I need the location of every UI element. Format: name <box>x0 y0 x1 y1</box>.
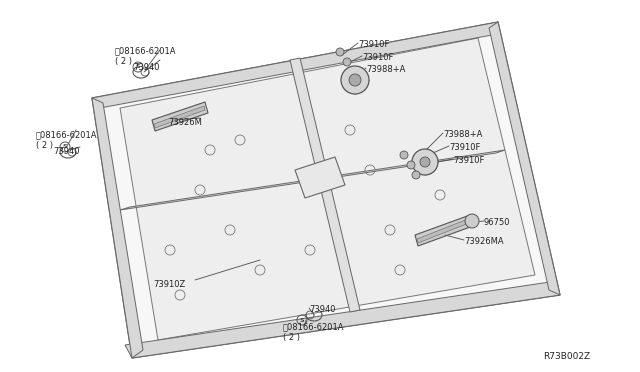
Text: 73910F: 73910F <box>453 156 484 165</box>
Text: S: S <box>136 64 140 70</box>
Polygon shape <box>152 102 208 131</box>
Text: 73910F: 73910F <box>449 143 481 152</box>
Polygon shape <box>415 215 473 246</box>
Text: 73926M: 73926M <box>168 118 202 127</box>
Text: 73926MA: 73926MA <box>464 237 504 246</box>
Circle shape <box>465 214 479 228</box>
Polygon shape <box>120 150 505 210</box>
Polygon shape <box>290 58 360 312</box>
Polygon shape <box>120 38 535 340</box>
Circle shape <box>349 74 361 86</box>
Text: 73910Z: 73910Z <box>153 280 185 289</box>
Circle shape <box>412 171 420 179</box>
Polygon shape <box>417 219 469 243</box>
Text: Ⓢ08166-6201A
( 2 ): Ⓢ08166-6201A ( 2 ) <box>283 322 344 342</box>
Circle shape <box>407 161 415 169</box>
Text: 73940: 73940 <box>309 305 335 314</box>
Circle shape <box>343 58 351 66</box>
Circle shape <box>341 66 369 94</box>
Circle shape <box>412 149 438 175</box>
Polygon shape <box>489 22 560 295</box>
Text: 73910F: 73910F <box>362 53 394 62</box>
Text: S: S <box>300 317 304 323</box>
Text: 73988+A: 73988+A <box>366 65 405 74</box>
Text: 73910F: 73910F <box>358 40 389 49</box>
Text: 96750: 96750 <box>484 218 511 227</box>
Text: 73988+A: 73988+A <box>443 130 483 139</box>
Polygon shape <box>295 157 345 198</box>
Circle shape <box>420 157 430 167</box>
Text: 73940: 73940 <box>133 63 159 72</box>
Polygon shape <box>154 106 205 128</box>
Circle shape <box>400 151 408 159</box>
Polygon shape <box>92 22 560 358</box>
Polygon shape <box>92 98 143 358</box>
Circle shape <box>336 48 344 56</box>
Polygon shape <box>92 22 498 108</box>
Polygon shape <box>125 282 560 358</box>
Text: Ⓢ08166-6201A
( 2 ): Ⓢ08166-6201A ( 2 ) <box>115 46 177 66</box>
Text: R73B002Z: R73B002Z <box>543 352 590 361</box>
Text: Ⓢ08166-6201A
( 2 ): Ⓢ08166-6201A ( 2 ) <box>36 130 97 150</box>
Text: 73940: 73940 <box>53 147 79 156</box>
Text: S: S <box>63 144 67 150</box>
